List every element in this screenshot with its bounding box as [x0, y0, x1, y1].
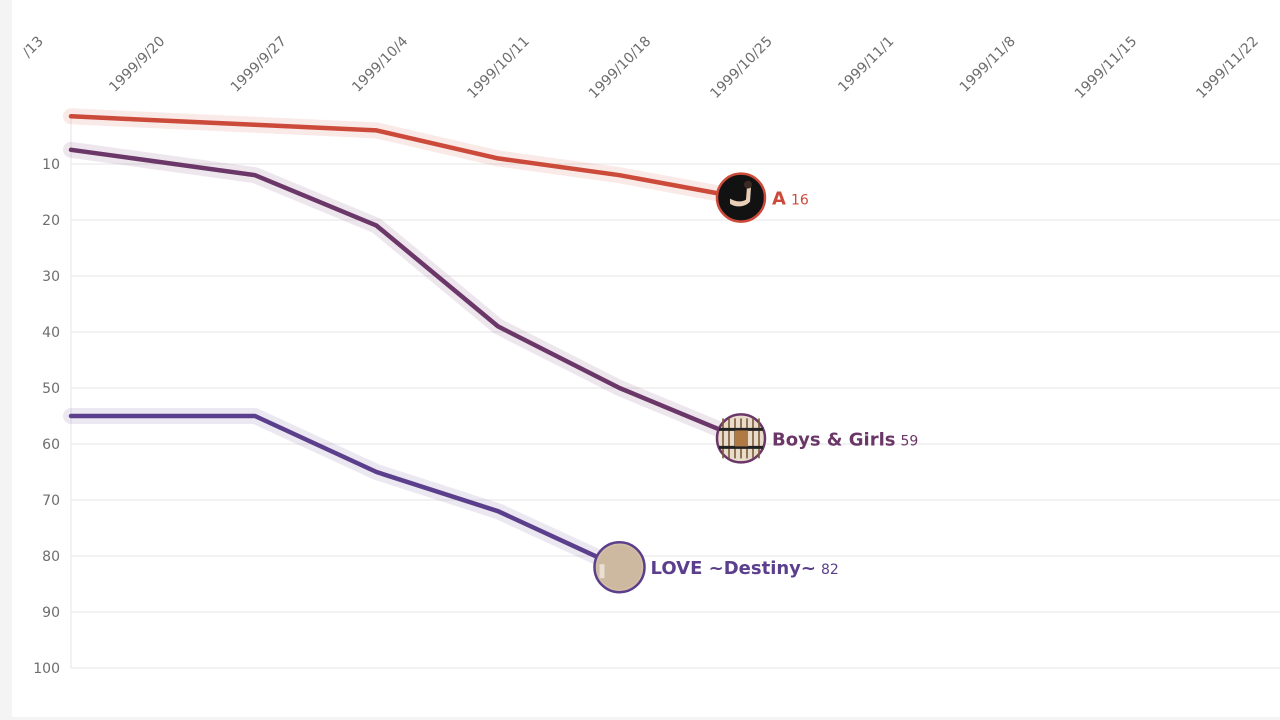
x-tick-label: 1999/11/22	[1193, 34, 1261, 102]
series-end-marker: Boys & Girls 59	[715, 413, 918, 464]
data-point	[132, 117, 136, 121]
series-line-glow	[63, 408, 628, 576]
x-axis-ticks: /13 1999/9/20 1999/9/27 1999/10/4 1999/10/11…	[20, 33, 1262, 101]
series-end-markers: A 16 Boys & Girls 59 LOVE ~Destiny~ 82	[593, 172, 918, 594]
series-1	[63, 141, 749, 447]
series-line	[68, 114, 744, 200]
series-name: A	[772, 189, 786, 210]
data-point	[496, 156, 500, 160]
data-point	[253, 414, 257, 418]
data-point	[496, 324, 500, 328]
series-line	[68, 147, 744, 441]
y-tick-label: 40	[42, 325, 60, 341]
series-end-label: Boys & Girls 59	[772, 429, 918, 450]
data-point	[375, 128, 379, 132]
y-tick-label: 10	[42, 157, 60, 173]
y-tick-label: 80	[42, 549, 60, 565]
y-tick-label: 30	[42, 269, 60, 285]
series-lines	[63, 108, 749, 576]
series-name: Boys & Girls	[772, 429, 895, 450]
x-tick-label: /13	[20, 34, 47, 61]
data-point	[496, 509, 500, 513]
y-axis-ticks: 10 20 30 40 50 60 70 80 90 100	[33, 157, 60, 677]
line-chart: /13 1999/9/20 1999/9/27 1999/10/4 1999/10/11…	[20, 33, 1280, 677]
x-tick-label: 1999/11/15	[1072, 34, 1140, 102]
album-cover-a-icon	[715, 172, 767, 223]
x-tick-label: 1999/9/20	[106, 34, 168, 96]
y-tick-label: 100	[33, 661, 60, 677]
album-cover-love-destiny-icon	[593, 540, 646, 594]
data-point	[618, 173, 622, 177]
series-name: LOVE ~Destiny~	[651, 558, 817, 579]
grid-lines	[70, 118, 1280, 669]
chart-container: /13 1999/9/20 1999/9/27 1999/10/4 1999/10/11…	[12, 0, 1280, 717]
series-2	[63, 408, 628, 576]
y-tick-label: 20	[42, 213, 60, 229]
x-tick-label: 1999/10/18	[586, 34, 654, 102]
data-point	[132, 156, 136, 160]
data-point	[375, 470, 379, 474]
y-tick-label: 60	[42, 437, 60, 453]
x-tick-label: 1999/11/1	[835, 34, 897, 96]
series-end-marker: LOVE ~Destiny~ 82	[593, 540, 839, 594]
album-cover-boys-and-girls-icon	[715, 413, 767, 464]
series-0	[63, 108, 749, 206]
y-tick-label: 70	[42, 493, 60, 509]
series-end-label: A 16	[772, 189, 809, 210]
data-point	[253, 123, 257, 127]
x-tick-label: 1999/10/4	[349, 33, 411, 95]
series-end-label: LOVE ~Destiny~ 82	[651, 558, 839, 579]
series-value: 82	[821, 562, 839, 578]
data-point	[132, 414, 136, 418]
x-tick-label: 1999/9/27	[228, 34, 290, 96]
series-value: 16	[791, 193, 809, 209]
x-tick-label: 1999/10/25	[707, 34, 775, 102]
y-tick-label: 50	[42, 381, 60, 397]
series-line	[68, 413, 622, 570]
series-value: 59	[900, 433, 918, 449]
series-end-marker: A 16	[715, 172, 809, 223]
data-point	[375, 224, 379, 228]
data-point	[253, 173, 257, 177]
y-tick-label: 90	[42, 605, 60, 621]
x-tick-label: 1999/11/8	[957, 34, 1019, 96]
x-tick-label: 1999/10/11	[464, 34, 532, 102]
data-point	[618, 386, 622, 390]
